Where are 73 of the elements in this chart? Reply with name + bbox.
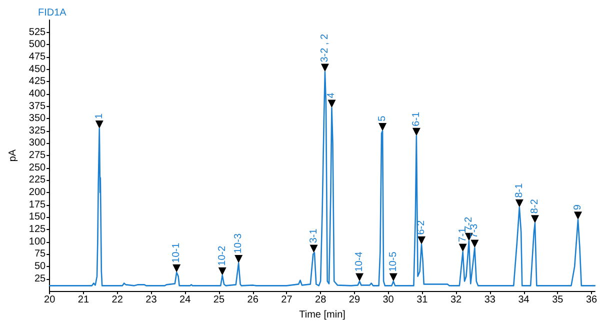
point: [470, 240, 479, 248]
y-tick-label: 100: [28, 236, 46, 248]
point: [574, 212, 582, 220]
y-tick-label: 150: [28, 212, 46, 223]
y-tick-label: 500: [28, 39, 46, 50]
x-tick-label: 32: [450, 294, 462, 306]
x-tick-label: 21: [78, 294, 90, 306]
point: [458, 244, 467, 252]
annotation: 6-1: [410, 111, 422, 126]
point: [515, 199, 524, 208]
annotation: 7-3: [469, 223, 480, 238]
y-tick-label: 200: [28, 187, 46, 198]
chart-title: FID1A: [38, 8, 67, 18]
y-tick-label: 175: [28, 199, 46, 210]
annotation: 1: [94, 112, 105, 119]
point: [172, 264, 181, 272]
y-tick-label: 275: [28, 150, 46, 162]
y-tick-label: 325: [28, 125, 46, 136]
annotation: 9: [572, 204, 584, 210]
y-tick-label: 350: [28, 113, 46, 124]
y-tick-label: 25: [34, 273, 46, 284]
x-tick-label: 35: [552, 294, 564, 306]
point: [310, 244, 318, 253]
point: [95, 120, 104, 128]
annotation: 10-2: [216, 245, 228, 266]
y-tick-label: 75: [34, 248, 46, 260]
point: [328, 100, 336, 108]
x-tick-label: 20: [44, 294, 56, 306]
y-tick-label: 125: [28, 224, 46, 235]
annotation: 4: [326, 92, 338, 98]
x-tick-label: 25: [213, 294, 225, 306]
annotation: 8-1: [514, 182, 525, 198]
x-tick-label: 23: [146, 294, 158, 306]
y-tick-label: 525: [28, 26, 46, 38]
y-tick-label: 225: [28, 174, 46, 186]
point: [378, 122, 387, 131]
point: [320, 64, 329, 72]
point: [356, 273, 364, 282]
y-tick-label: 425: [28, 76, 46, 88]
point: [389, 273, 398, 282]
x-tick-label: 30: [382, 294, 394, 306]
y-tick-label: 400: [28, 88, 46, 100]
x-tick-label: 27: [281, 294, 293, 306]
annotation: 10-5: [388, 251, 399, 272]
point: [218, 267, 226, 276]
x-axis-title: Time [min]: [299, 310, 346, 320]
y-tick-label: 450: [28, 64, 46, 75]
x-tick-label: 31: [416, 294, 428, 306]
annotation: 10-1: [171, 242, 182, 263]
x-tick-label: 28: [315, 294, 327, 306]
y-tick-label: 375: [28, 100, 46, 112]
annotation: 8-2: [529, 198, 540, 214]
annotation: 10-3: [233, 233, 244, 254]
x-tick-label: 36: [586, 294, 598, 306]
y-tick-label: 300: [28, 138, 46, 149]
annotation: 5: [377, 115, 388, 122]
point: [530, 215, 539, 224]
x-tick-label: 26: [247, 294, 259, 306]
annotation: 3-1: [308, 228, 320, 244]
point: [418, 236, 426, 244]
annotation: 3-2 , 2: [319, 33, 330, 62]
x-tick-label: 24: [180, 294, 192, 306]
point: [412, 128, 420, 136]
x-tick-label: 33: [484, 294, 496, 306]
y-axis-title: pA: [8, 149, 18, 162]
y-tick-label: 475: [28, 51, 46, 62]
point: [234, 255, 243, 264]
y-tick-label: 50: [34, 260, 46, 272]
y-tick-label: 250: [28, 162, 46, 174]
annotation: 10-4: [354, 251, 366, 272]
x-tick-label: 29: [348, 294, 360, 306]
x-tick-label: 22: [112, 294, 124, 306]
x-tick-label: 34: [518, 294, 530, 306]
